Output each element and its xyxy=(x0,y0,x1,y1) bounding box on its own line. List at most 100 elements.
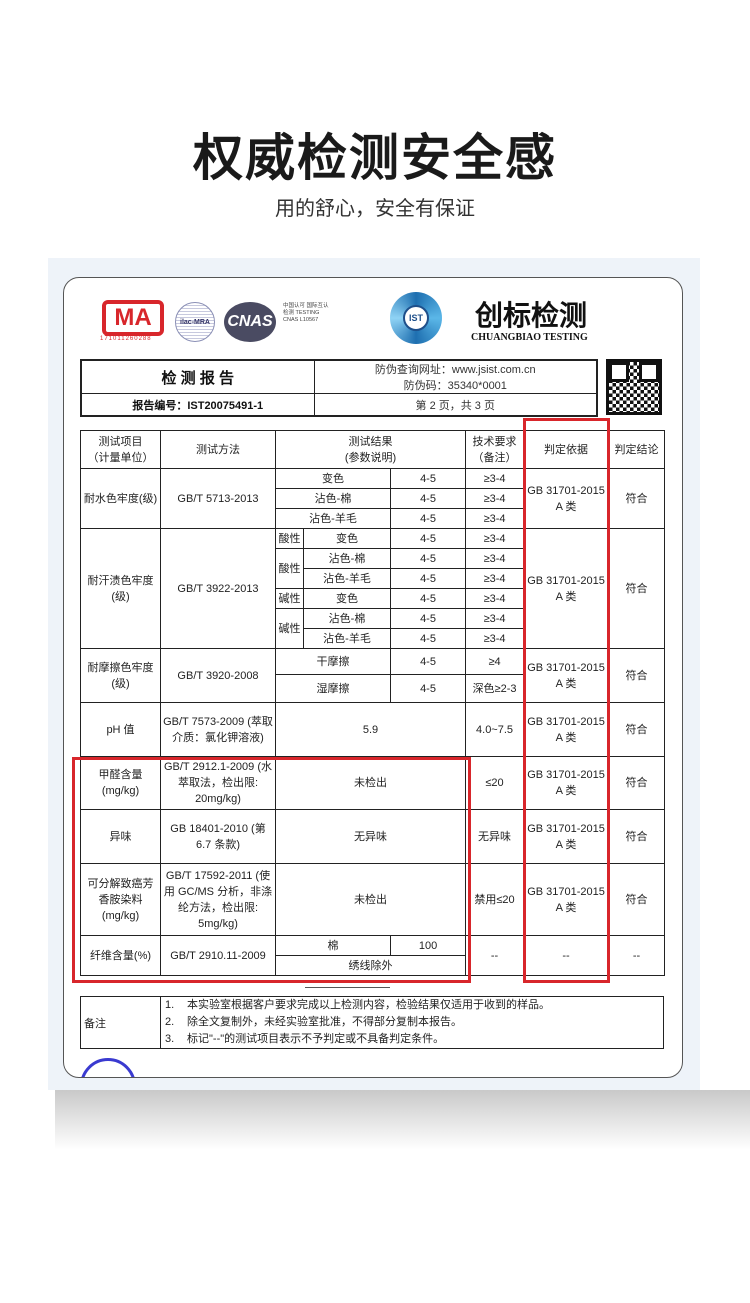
sub-label: 沾色-棉 xyxy=(303,608,391,629)
results-table: 测试项目 （计量单位） 测试方法 测试结果 (参数说明) 技术要求 （备注） 判… xyxy=(80,430,666,976)
conclusion: 符合 xyxy=(608,528,666,649)
result-value: 4-5 xyxy=(389,674,467,703)
sub-label: 变色 xyxy=(303,528,391,549)
anti-fake-info: 防伪查询网址：www.jsist.com.cn 防伪码：35340*0001 xyxy=(313,359,598,394)
col-header-method: 测试方法 xyxy=(160,430,276,469)
requirement: ≥3-4 xyxy=(465,568,525,589)
brand-name: 创标检测 xyxy=(475,299,588,332)
sub-label: 变色 xyxy=(303,588,391,609)
method-rub: GB/T 3920-2008 xyxy=(160,648,276,703)
basis: GB 31701-2015 A 类 xyxy=(523,863,610,936)
requirement: ≥3-4 xyxy=(465,548,525,569)
separator-line xyxy=(305,987,390,988)
item-rub: 耐摩擦色牢度(级) xyxy=(80,648,161,703)
report-header: 检 测 报 告 防伪查询网址：www.jsist.com.cn 防伪码：35340… xyxy=(80,359,598,417)
note-item: 3. 标记"--"的测试项目表示不予判定或不具备判定条件。 xyxy=(161,1031,663,1048)
method-ph: GB/T 7573-2009 (萃取介质：氯化钾溶液) xyxy=(160,702,276,757)
item-formaldehyde: 甲醛含量 (mg/kg) xyxy=(80,756,161,810)
basis: GB 31701-2015 A 类 xyxy=(523,528,610,649)
brand-name-en: CHUANGBIAO TESTING xyxy=(471,332,588,343)
method-odor: GB 18401-2010 (第 6.7 条款) xyxy=(160,809,276,864)
item-amine: 可分解致癌芳香胺染料 (mg/kg) xyxy=(80,863,161,936)
result-value: 未检出 xyxy=(274,863,467,936)
basis: GB 31701-2015 A 类 xyxy=(523,702,610,757)
ilac-logo: ilac-MRA xyxy=(175,302,215,342)
item-water: 耐水色牢度(级) xyxy=(80,468,161,529)
col-header-conclusion: 判定结论 xyxy=(608,430,666,469)
requirement: 4.0~7.5 xyxy=(465,702,525,757)
requirement: 禁用≤20 xyxy=(465,863,525,936)
result-value: 4-5 xyxy=(389,468,467,489)
sub-label: 沾色-棉 xyxy=(275,488,391,509)
conclusion: 符合 xyxy=(608,756,666,810)
result-value: 4-5 xyxy=(389,628,467,649)
conclusion: 符合 xyxy=(608,702,666,757)
report-number: 报告编号：IST20075491-1 xyxy=(80,393,315,417)
requirement: ≥3-4 xyxy=(465,608,525,629)
col-header-item: 测试项目 （计量单位） xyxy=(80,430,161,469)
result-value: 4-5 xyxy=(389,588,467,609)
requirement: ≤20 xyxy=(465,756,525,810)
result-value: 4-5 xyxy=(389,568,467,589)
sub-label: 沾色-羊毛 xyxy=(303,568,391,589)
method-sweat: GB/T 3922-2013 xyxy=(160,528,276,649)
note-number: 3. xyxy=(165,1033,175,1045)
note-number: 2. xyxy=(165,1016,175,1028)
item-sweat: 耐汗渍色牢度(级) xyxy=(80,528,161,649)
col-header-result: 测试结果 (参数说明) xyxy=(274,430,467,469)
requirement: ≥4 xyxy=(465,648,525,675)
requirement: ≥3-4 xyxy=(465,588,525,609)
sub-label: 沾色-棉 xyxy=(303,548,391,569)
conclusion: 符合 xyxy=(608,648,666,703)
cnas-text: 中国认可 国际互认 检测 TESTING CNAS L10567 xyxy=(283,303,329,323)
result-value: 5.9 xyxy=(274,702,467,757)
anti-fake-url: 防伪查询网址：www.jsist.com.cn xyxy=(374,364,536,376)
note-text: 标记"--"的测试项目表示不予判定或不具备判定条件。 xyxy=(187,1033,445,1045)
cnas-logo: CNAS xyxy=(224,302,276,342)
cma-number: 171011260288 xyxy=(100,336,152,342)
requirement: -- xyxy=(465,935,525,976)
notes-label: 备注 xyxy=(80,996,161,1049)
highlight-box-safety xyxy=(72,757,471,983)
sub-label: 沾色-羊毛 xyxy=(275,508,391,529)
method-water: GB/T 5713-2013 xyxy=(160,468,276,529)
conclusion: 符合 xyxy=(608,863,666,936)
method-formaldehyde: GB/T 2912.1-2009 (水萃取法，检出限: 20mg/kg) xyxy=(160,756,276,810)
qr-code xyxy=(606,359,662,415)
sub-label: 干摩擦 xyxy=(275,648,391,675)
method-amine: GB/T 17592-2011 (使用 GC/MS 分析，非涤纶方法，检出限: … xyxy=(160,863,276,936)
result-value: 4-5 xyxy=(389,528,467,549)
requirement: 无异味 xyxy=(465,809,525,864)
basis: -- xyxy=(523,935,610,976)
note-number: 1. xyxy=(165,999,175,1011)
page-subtitle: 用的舒心，安全有保证 xyxy=(275,198,475,220)
requirement: ≥3-4 xyxy=(465,488,525,509)
result-value: 4-5 xyxy=(389,508,467,529)
ist-logo-text: IST xyxy=(403,305,429,331)
shadow xyxy=(55,1090,750,1150)
ist-logo: IST xyxy=(390,292,442,344)
conclusion: 符合 xyxy=(608,468,666,529)
note-item: 2. 除全文复制外，未经实验室批准，不得部分复制本报告。 xyxy=(161,1014,663,1031)
page-title: 权威检测安全感 xyxy=(193,130,557,186)
note-text: 除全文复制外，未经实验室批准，不得部分复制本报告。 xyxy=(187,1016,462,1028)
fiber-note: 绣线除外 xyxy=(274,955,467,976)
result-value: 4-5 xyxy=(389,648,467,675)
report-title: 检 测 报 告 xyxy=(80,359,315,394)
sub-label: 湿摩擦 xyxy=(275,674,391,703)
basis: GB 31701-2015 A 类 xyxy=(523,756,610,810)
requirement: 深色≥2-3 xyxy=(465,674,525,703)
note-item: 1. 本实验室根据客户要求完成以上检测内容，检验结果仅适用于收到的样品。 xyxy=(161,997,663,1014)
anti-fake-code: 防伪码：35340*0001 xyxy=(403,380,507,392)
conclusion: -- xyxy=(608,935,666,976)
result-value: 无异味 xyxy=(274,809,467,864)
requirement: ≥3-4 xyxy=(465,628,525,649)
highlight-box-basis xyxy=(523,418,610,983)
group-label: 酸性 xyxy=(275,548,304,589)
sub-label: 沾色-羊毛 xyxy=(303,628,391,649)
col-header-basis: 判定依据 xyxy=(523,430,610,469)
item-fiber: 纤维含量(%) xyxy=(80,935,161,976)
requirement: ≥3-4 xyxy=(465,508,525,529)
conclusion: 符合 xyxy=(608,809,666,864)
requirement: ≥3-4 xyxy=(465,528,525,549)
